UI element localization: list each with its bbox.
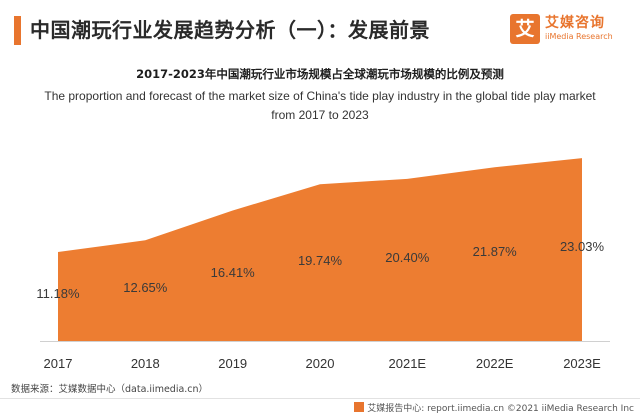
footer-divider bbox=[0, 398, 640, 399]
data-label-2021E: 20.40% bbox=[385, 250, 430, 265]
logo-name-en: iiMedia Research bbox=[545, 32, 613, 41]
logo-mark-icon: 艾 bbox=[510, 14, 540, 44]
chart-subtitle-line-2: from 2017 to 2023 bbox=[271, 108, 369, 122]
data-label-2022E: 21.87% bbox=[473, 244, 518, 259]
data-label-2018: 12.65% bbox=[123, 280, 168, 295]
title-accent-bar bbox=[14, 16, 21, 45]
x-tick-label-2018: 2018 bbox=[131, 356, 160, 371]
chart-subtitle: The proportion and forecast of the marke… bbox=[0, 87, 640, 125]
x-tick-label-2023E: 2023E bbox=[563, 356, 601, 371]
page-title: 中国潮玩行业发展趋势分析（一）：发展前景 bbox=[30, 18, 430, 42]
footer-text: 艾媒报告中心: report.iimedia.cn ©2021 iiMedia … bbox=[367, 404, 634, 414]
footer-logo-icon bbox=[354, 402, 365, 412]
data-label-2017: 11.18% bbox=[36, 286, 80, 301]
data-label-2023E: 23.03% bbox=[560, 239, 605, 254]
data-source-note: 数据来源：艾媒数据中心（data.iimedia.cn） bbox=[11, 384, 209, 395]
x-tick-label-2020: 2020 bbox=[306, 356, 335, 371]
footer: 艾媒报告中心: report.iimedia.cn ©2021 iiMedia … bbox=[354, 401, 634, 414]
x-tick-label-2019: 2019 bbox=[218, 356, 247, 371]
area-series-fill bbox=[58, 158, 582, 341]
x-tick-label-2021E: 2021E bbox=[389, 356, 427, 371]
brand-logo: 艾 艾媒咨询 iiMedia Research bbox=[510, 12, 628, 50]
data-label-2020: 19.74% bbox=[298, 253, 343, 268]
logo-name-cn: 艾媒咨询 bbox=[545, 15, 605, 31]
x-tick-label-2017: 2017 bbox=[44, 356, 73, 371]
data-label-2019: 16.41% bbox=[211, 265, 256, 280]
chart-subtitle-line-1: The proportion and forecast of the marke… bbox=[44, 89, 596, 103]
x-tick-label-2022E: 2022E bbox=[476, 356, 514, 371]
chart-title: 2017-2023年中国潮玩行业市场规模占全球潮玩市场规模的比例及预测 bbox=[136, 67, 504, 81]
